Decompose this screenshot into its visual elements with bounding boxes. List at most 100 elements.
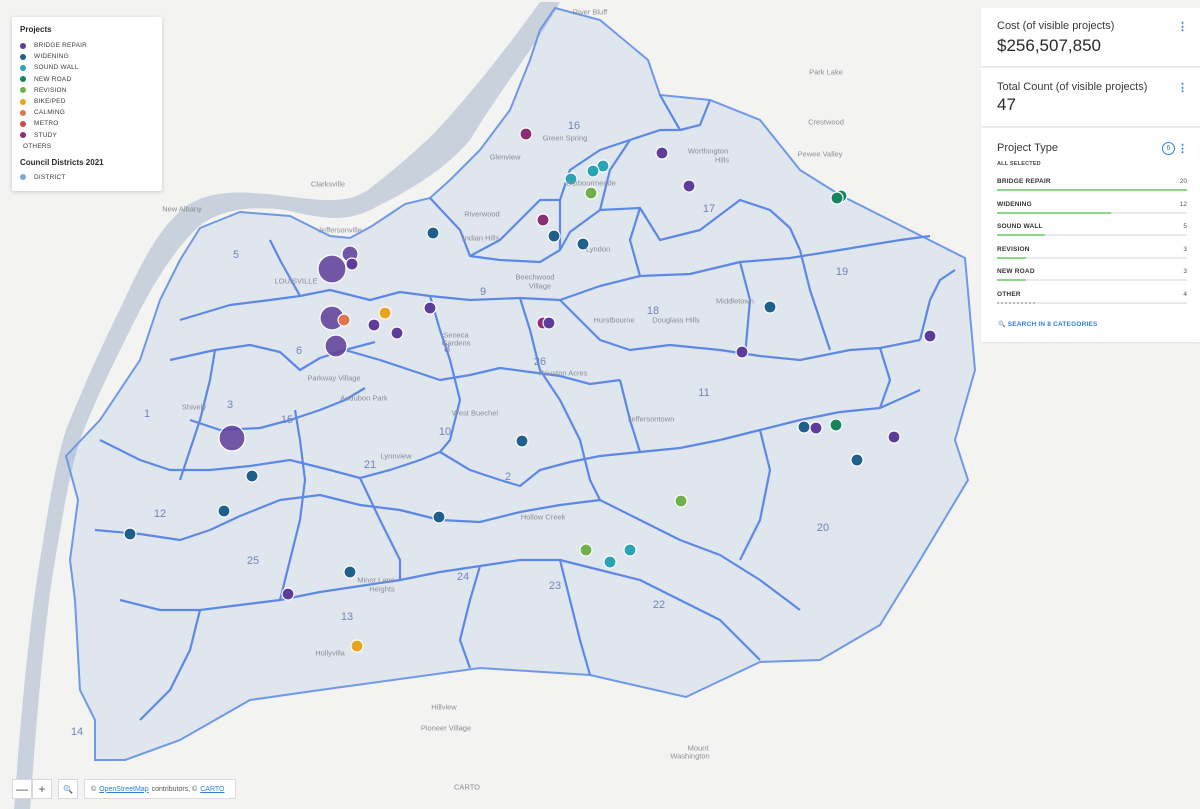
project-marker[interactable] <box>809 421 823 435</box>
legend-item: CALMING <box>20 107 162 118</box>
selected-count-badge[interactable]: 6 <box>1162 142 1175 155</box>
project-marker[interactable] <box>367 318 381 332</box>
project-marker[interactable] <box>586 164 600 178</box>
project-marker[interactable] <box>655 146 669 160</box>
osm-link[interactable]: OpenStreetMap <box>99 785 149 793</box>
project-marker[interactable] <box>674 494 688 508</box>
project-marker[interactable] <box>547 229 561 243</box>
project-marker[interactable] <box>378 306 392 320</box>
project-marker[interactable] <box>432 510 446 524</box>
district-number-label: 1 <box>143 408 151 420</box>
legend-item: SOUND WALL <box>20 62 162 73</box>
search-categories-link[interactable]: 🔍 SEARCH IN 8 CATEGORIES <box>998 321 1098 328</box>
project-marker[interactable] <box>350 639 364 653</box>
legend-item-label: WIDENING <box>34 53 69 61</box>
project-marker[interactable] <box>763 300 777 314</box>
place-label: Shively <box>181 402 207 412</box>
project-marker[interactable] <box>536 213 550 227</box>
project-marker[interactable] <box>623 543 637 557</box>
district-number-label: 9 <box>479 286 487 298</box>
map-svg[interactable] <box>0 0 978 809</box>
place-label: Hurstbourne <box>593 315 635 325</box>
district-number-label: 6 <box>295 345 303 357</box>
place-label: Lyndon <box>585 244 611 254</box>
project-marker[interactable] <box>218 424 246 452</box>
project-marker[interactable] <box>281 587 295 601</box>
project-marker[interactable] <box>343 565 357 579</box>
place-label: Parkway Village <box>307 373 361 383</box>
legend-item-label: METRO <box>34 120 59 128</box>
project-marker[interactable] <box>515 434 529 448</box>
zoom-out-button[interactable]: — <box>12 779 32 799</box>
project-marker[interactable] <box>426 226 440 240</box>
project-marker[interactable] <box>390 326 404 340</box>
category-item[interactable]: NEW ROAD 3 <box>997 268 1187 282</box>
place-label: Seneca <box>443 330 469 340</box>
count-label: Total Count (of visible projects) <box>997 81 1148 93</box>
project-marker[interactable] <box>542 316 556 330</box>
project-marker[interactable] <box>245 469 259 483</box>
district-number-label: 16 <box>567 120 581 132</box>
project-marker[interactable] <box>887 430 901 444</box>
category-bar-track <box>997 189 1187 191</box>
project-marker[interactable] <box>579 543 593 557</box>
place-label: Gardens <box>441 338 471 348</box>
ohio-river <box>14 2 560 809</box>
project-marker[interactable] <box>584 186 598 200</box>
category-bar-fill <box>997 211 1111 214</box>
category-item[interactable]: SOUND WALL 5 <box>997 223 1187 237</box>
district-number-label: 25 <box>246 555 260 567</box>
project-marker[interactable] <box>850 453 864 467</box>
project-marker[interactable] <box>324 334 348 358</box>
legend-others-label: OTHERS <box>23 142 52 150</box>
project-marker[interactable] <box>829 418 843 432</box>
zoom-in-button[interactable]: + <box>32 779 52 799</box>
legend-item: NEW ROAD <box>20 74 162 85</box>
carto-link[interactable]: CARTO <box>200 785 225 793</box>
project-marker[interactable] <box>576 237 590 251</box>
project-marker[interactable] <box>923 329 937 343</box>
map-canvas[interactable]: River Bluff Green Spring Glenview Worthingt… <box>0 0 978 809</box>
category-item[interactable]: BRIDGE REPAIR 20 <box>997 178 1187 191</box>
place-label: Lynnview <box>380 451 412 461</box>
project-marker[interactable] <box>423 301 437 315</box>
place-label: Hollow Creek <box>520 512 566 522</box>
project-marker[interactable] <box>345 257 359 271</box>
place-label: LOUISVILLE <box>274 276 318 286</box>
category-item[interactable]: WIDENING 12 <box>997 201 1187 214</box>
legend-items: BRIDGE REPAIR WIDENING SOUND WALL NEW ROAD R… <box>20 40 162 141</box>
place-label: Village <box>528 281 552 291</box>
project-marker[interactable] <box>603 555 617 569</box>
legend-dot-icon <box>20 98 26 105</box>
district-number-label: 19 <box>835 266 849 278</box>
sidebar: Cost (of visible projects) $256,507,850 … <box>978 0 1200 809</box>
place-label: Beechwood <box>515 272 555 282</box>
project-marker[interactable] <box>735 345 749 359</box>
project-marker[interactable] <box>519 127 533 141</box>
legend-item-label: CALMING <box>34 109 66 117</box>
legend-item-label: SOUND WALL <box>34 64 79 72</box>
project-marker[interactable] <box>317 254 347 284</box>
project-markers[interactable] <box>123 127 937 653</box>
project-marker[interactable] <box>217 504 231 518</box>
count-value: 47 <box>997 95 1016 114</box>
project-marker[interactable] <box>682 179 696 193</box>
legend-item-label: BIKE/PED <box>34 98 66 106</box>
project-type-menu-icon[interactable]: ⋮ <box>1177 143 1188 155</box>
category-bar-track <box>997 279 1187 282</box>
count-menu-icon[interactable]: ⋮ <box>1177 82 1188 94</box>
category-item[interactable]: REVISION 3 <box>997 246 1187 259</box>
project-marker[interactable] <box>123 527 137 541</box>
project-marker[interactable] <box>830 191 844 205</box>
category-name: SOUND WALL <box>997 223 1043 231</box>
project-marker[interactable] <box>797 420 811 434</box>
project-type-title: Project Type <box>997 142 1058 154</box>
search-map-button[interactable]: 🔍 <box>58 779 78 799</box>
category-item[interactable]: OTHER 4 <box>997 291 1187 304</box>
project-marker[interactable] <box>337 313 351 327</box>
project-marker[interactable] <box>564 172 578 186</box>
cost-menu-icon[interactable]: ⋮ <box>1177 21 1188 33</box>
legend-item-label: BRIDGE REPAIR <box>34 42 88 50</box>
legend-dot-icon <box>20 120 26 127</box>
place-label: Worthington <box>687 146 729 156</box>
